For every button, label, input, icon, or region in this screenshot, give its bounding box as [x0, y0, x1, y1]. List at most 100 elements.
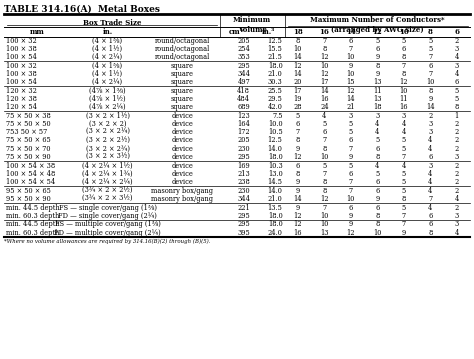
Text: 4: 4 [428, 178, 432, 186]
Text: 10: 10 [373, 229, 382, 237]
Text: 8: 8 [375, 220, 379, 228]
Text: Minimum
Volume: Minimum Volume [233, 16, 271, 34]
Text: 6: 6 [322, 128, 327, 136]
Text: min. 60.3 depth: min. 60.3 depth [6, 212, 59, 220]
Text: 14.0: 14.0 [268, 187, 283, 195]
Text: 4: 4 [455, 70, 459, 78]
Text: 295: 295 [237, 153, 250, 161]
Text: mm: mm [30, 28, 45, 37]
Text: device: device [171, 128, 193, 136]
Text: 295: 295 [237, 220, 250, 228]
Text: (3 × 2 × 2½): (3 × 2 × 2½) [85, 136, 129, 145]
Text: 100 × 54: 100 × 54 [6, 53, 36, 61]
Text: 5: 5 [401, 204, 406, 211]
Text: 238: 238 [237, 178, 250, 186]
Text: 29.5: 29.5 [268, 95, 283, 103]
Text: 5: 5 [322, 162, 327, 169]
Text: masonry box/gang: masonry box/gang [151, 187, 213, 195]
Text: 7: 7 [428, 195, 432, 203]
Text: round/octagonal: round/octagonal [155, 37, 210, 45]
Text: 5: 5 [375, 37, 379, 45]
Text: 4: 4 [322, 112, 327, 120]
Text: 9: 9 [401, 229, 406, 237]
Text: min. 44.5 depth: min. 44.5 depth [6, 204, 59, 211]
Text: 3: 3 [455, 62, 459, 70]
Text: 7: 7 [322, 37, 327, 45]
Text: 100 × 38: 100 × 38 [6, 70, 36, 78]
Text: 95 × 50 × 90: 95 × 50 × 90 [6, 195, 50, 203]
Text: FD — multiple cover/gang (2¼): FD — multiple cover/gang (2¼) [54, 229, 161, 237]
Text: 2: 2 [455, 136, 459, 145]
Text: 14: 14 [346, 28, 356, 37]
Text: 1: 1 [455, 112, 459, 120]
Text: 5: 5 [428, 37, 432, 45]
Text: 6: 6 [428, 220, 432, 228]
Text: 13: 13 [320, 229, 328, 237]
Text: 2: 2 [455, 187, 459, 195]
Text: 8: 8 [401, 70, 406, 78]
Text: (3 × 2 × 3½): (3 × 2 × 3½) [85, 153, 129, 161]
Text: 16: 16 [319, 28, 329, 37]
Text: 6: 6 [428, 153, 432, 161]
Text: 6: 6 [375, 178, 379, 186]
Text: 10: 10 [400, 87, 408, 95]
Text: 172: 172 [237, 128, 250, 136]
Text: (4 × 2¼ × 1½): (4 × 2¼ × 1½) [82, 162, 133, 169]
Text: 10: 10 [293, 45, 302, 53]
Text: 7: 7 [349, 187, 353, 195]
Text: 5: 5 [401, 37, 406, 45]
Text: in.: in. [102, 28, 113, 37]
Text: 7: 7 [322, 170, 327, 178]
Text: 14: 14 [293, 70, 302, 78]
Text: 8: 8 [322, 145, 327, 153]
Text: 9: 9 [296, 187, 300, 195]
Text: 75 × 50 × 65: 75 × 50 × 65 [6, 136, 50, 145]
Text: 24: 24 [320, 103, 328, 111]
Text: 497: 497 [237, 78, 250, 86]
Text: 14: 14 [320, 87, 328, 95]
Text: 4: 4 [455, 53, 459, 61]
Text: 5: 5 [455, 87, 459, 95]
Text: 12: 12 [400, 78, 408, 86]
Text: 5: 5 [349, 128, 353, 136]
Text: round/octagonal: round/octagonal [155, 45, 210, 53]
Text: 8: 8 [322, 45, 327, 53]
Text: 2: 2 [428, 112, 432, 120]
Text: 8: 8 [428, 28, 433, 37]
Text: 4: 4 [375, 162, 380, 169]
Text: 8: 8 [322, 178, 327, 186]
Text: 19: 19 [293, 95, 302, 103]
Text: 11: 11 [373, 87, 382, 95]
Text: 120 × 54: 120 × 54 [6, 103, 36, 111]
Text: Box Trade Size: Box Trade Size [82, 19, 141, 27]
Text: 9: 9 [296, 178, 300, 186]
Text: 15.5: 15.5 [268, 45, 283, 53]
Text: 3: 3 [455, 45, 459, 53]
Text: 5: 5 [322, 120, 327, 128]
Text: 100 × 54 × 48: 100 × 54 × 48 [6, 170, 55, 178]
Text: 4: 4 [401, 162, 406, 169]
Text: 395: 395 [237, 229, 250, 237]
Text: 6: 6 [349, 37, 353, 45]
Text: device: device [171, 145, 193, 153]
Text: 12.5: 12.5 [268, 136, 283, 145]
Text: 16: 16 [320, 95, 328, 103]
Text: 2: 2 [455, 37, 459, 45]
Text: 4: 4 [375, 120, 380, 128]
Text: 10: 10 [346, 53, 355, 61]
Text: 95 × 50 × 65: 95 × 50 × 65 [6, 187, 50, 195]
Text: 20: 20 [293, 78, 302, 86]
Text: 4: 4 [375, 128, 380, 136]
Text: device: device [171, 153, 193, 161]
Text: 42.0: 42.0 [268, 103, 283, 111]
Text: 10: 10 [320, 220, 328, 228]
Text: 21.0: 21.0 [268, 70, 283, 78]
Text: 5: 5 [375, 170, 379, 178]
Text: 2: 2 [455, 145, 459, 153]
Text: 4: 4 [401, 128, 406, 136]
Text: 12: 12 [293, 220, 302, 228]
Text: device: device [171, 178, 193, 186]
Text: (3¾ × 2 × 2½): (3¾ × 2 × 2½) [82, 187, 133, 195]
Text: 4: 4 [428, 204, 432, 211]
Text: 30.3: 30.3 [268, 78, 283, 86]
